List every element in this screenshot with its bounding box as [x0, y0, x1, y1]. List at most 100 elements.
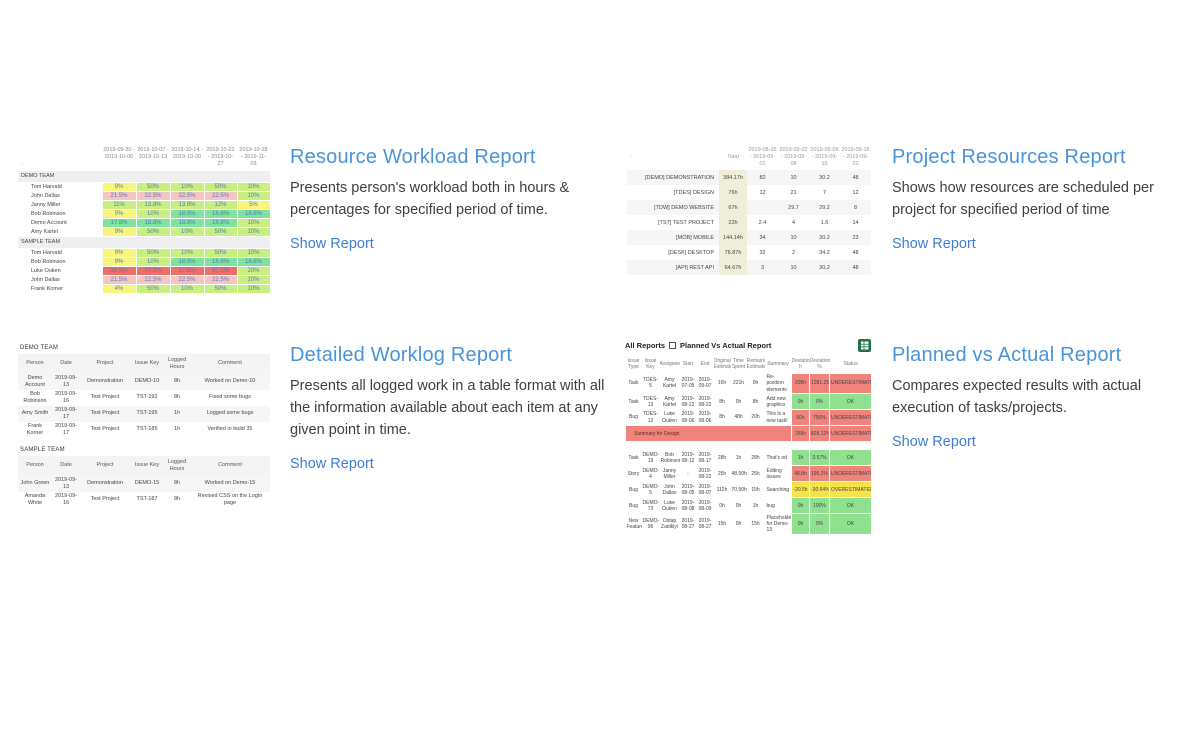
workload-table-container: - 2019-09-30 - 2019-10-06 2019-10-07 - 201…	[18, 145, 271, 294]
table-cell: Janny Miller	[662, 467, 677, 480]
table-cell: 37.5%	[135, 265, 171, 276]
table-cell: 1281.25%	[809, 372, 830, 395]
column-header: Deviation, %	[809, 358, 830, 370]
table-cell: 50%	[135, 226, 171, 237]
table-cell: Bob Robinson	[18, 209, 102, 219]
table-cell: 8h	[719, 414, 725, 421]
table-cell: 10%	[236, 217, 271, 228]
table-cell: 21.5%	[101, 274, 137, 285]
table-cell: Luke Ouken	[662, 499, 677, 512]
table-cell: 2019-08-27	[681, 517, 695, 531]
table-cell: 20%	[236, 265, 271, 276]
table-cell: TST-187	[136, 496, 158, 503]
project-resources-thumbnail[interactable]: - Total 2019-08-26 - 2019-09-01 2019-09-02 …	[627, 145, 871, 276]
table-cell: John Dallas	[18, 191, 102, 201]
table-cell: New Feature	[626, 517, 642, 531]
table-cell: 12	[759, 189, 766, 196]
table-cell: Summary for Design	[625, 425, 792, 443]
table-cell: 750%	[809, 409, 830, 427]
spreadsheet-icon[interactable]	[858, 339, 871, 352]
table-cell: 2019-08-22	[681, 395, 695, 408]
table-row: John Dallas 21.5% 22.5% 22.5% 22.5% 10%	[18, 274, 271, 285]
table-cell: 1h	[752, 502, 759, 509]
table-cell: John Dallas	[662, 483, 677, 496]
table-row: John Green 2019-09-13 Demonstration DEMO-15…	[18, 475, 270, 492]
table-cell: 11%	[101, 199, 137, 210]
table-cell: Task	[628, 454, 639, 461]
table-cell: 28h	[717, 454, 727, 461]
table-cell: 10%	[169, 181, 205, 192]
table-cell: 13.8%	[135, 199, 171, 210]
show-report-link[interactable]: Show Report	[290, 456, 374, 472]
table-row: Amy Smith 2019-09-17 Test Project TST-195 1h…	[18, 405, 270, 422]
column-header: 2019-09-30 - 2019-10-06	[103, 147, 135, 160]
table-cell: Searching	[766, 486, 790, 493]
table-cell: 2019-08-17	[698, 451, 712, 464]
table-cell: John Green	[18, 475, 52, 492]
column-header: 2019-09-16 - 2019-09-22	[841, 147, 870, 168]
table-cell: 48	[840, 260, 871, 276]
column-header: Status	[843, 360, 858, 367]
table-cell: Bug	[629, 414, 638, 421]
table-cell: Worked on Demo-10	[190, 373, 270, 390]
table-cell: 8h	[173, 394, 181, 401]
table-cell: 18.8%	[169, 208, 205, 219]
table-cell: UNDERESTIMATED	[829, 409, 872, 427]
table-cell: Frank Korner	[18, 284, 102, 294]
table-cell: 14	[852, 219, 859, 226]
table-cell: Test Project	[90, 426, 120, 433]
table-cell: 15h	[751, 486, 760, 493]
column-header: 2019-09-09 - 2019-09-15	[810, 147, 839, 168]
table-cell: Amy Kartel	[18, 227, 102, 237]
table-row: Bob Robinson 9% 10% 18.8% 18.8% 18.8%	[18, 256, 271, 267]
table-cell: 2019-08-08	[681, 499, 695, 512]
table-cell: 18.8%	[203, 256, 238, 267]
table-cell: 0h	[719, 502, 725, 509]
column-header: 2019-10-14 - 2019-10-20	[171, 147, 203, 160]
table-cell: [TDW] DEMO WEBSITE	[627, 200, 719, 216]
table-row: Janny Miller 11% 13.8% 13.8% 12% 5%	[18, 199, 271, 210]
table-cell: SAMPLE TEAM	[18, 236, 270, 249]
table-cell: 76.87h	[719, 245, 747, 261]
table-cell: 22.5%	[135, 190, 171, 201]
table-cell: 2019-07-05	[681, 377, 695, 390]
table-cell: 2019-08-22	[698, 467, 712, 480]
column-header: Original Estimate	[713, 358, 731, 370]
resource-workload-thumbnail[interactable]: - 2019-09-30 - 2019-10-06 2019-10-07 - 201…	[18, 145, 271, 294]
table-cell: 100%	[809, 497, 830, 515]
table-cell: Add new graphics	[766, 395, 786, 408]
table-cell: 2019-08-12	[681, 451, 695, 464]
column-header: Project	[80, 354, 130, 374]
table-cell: OK	[829, 513, 872, 535]
column-header: Logged Hours	[164, 455, 190, 476]
detailed-worklog-thumbnail[interactable]: DEMO TEAM Person Date Project Issue Key Logg…	[18, 345, 270, 517]
planned-vs-actual-thumbnail[interactable]: All Reports Planned Vs Actual Report Iss…	[625, 339, 872, 535]
table-cell: 28h	[751, 454, 760, 461]
table-row: Tom Harvald 9% 50% 10% 50% 10%	[18, 181, 271, 192]
show-report-link[interactable]: Show Report	[290, 236, 374, 252]
table-cell: Test Project	[80, 405, 130, 422]
table-cell: Luke Ouken	[18, 266, 102, 276]
table-cell: DEMO-5	[642, 483, 660, 496]
table-cell: 18.8%	[203, 208, 238, 219]
table-cell: 2019-08-05	[681, 483, 695, 496]
table-cell: 37.5%	[203, 265, 238, 276]
table-cell: 10%	[236, 247, 271, 258]
table-cell: This is a new task!	[766, 411, 788, 424]
column-header: Issue Key	[130, 354, 164, 374]
column-header: Time Spent	[731, 358, 746, 370]
table-cell: 4%	[101, 283, 137, 294]
column-header: Comment	[190, 455, 270, 476]
column-header: Summary	[767, 361, 789, 368]
table-cell: 2019-08-07	[698, 483, 712, 496]
table-cell: Fixed some bugs	[209, 394, 251, 401]
column-header: Issue Key	[130, 455, 164, 476]
show-report-link[interactable]: Show Report	[892, 236, 976, 252]
show-report-link[interactable]: Show Report	[892, 434, 976, 450]
project-table: - Total 2019-08-26 - 2019-09-01 2019-09-02 …	[627, 145, 871, 276]
table-cell: 64.67h	[719, 260, 747, 276]
header-row: Person Date Project Issue Key Logged Hours Co…	[18, 455, 270, 476]
table-cell: DEMO-96	[642, 517, 660, 531]
table-cell: 50%	[135, 181, 171, 192]
